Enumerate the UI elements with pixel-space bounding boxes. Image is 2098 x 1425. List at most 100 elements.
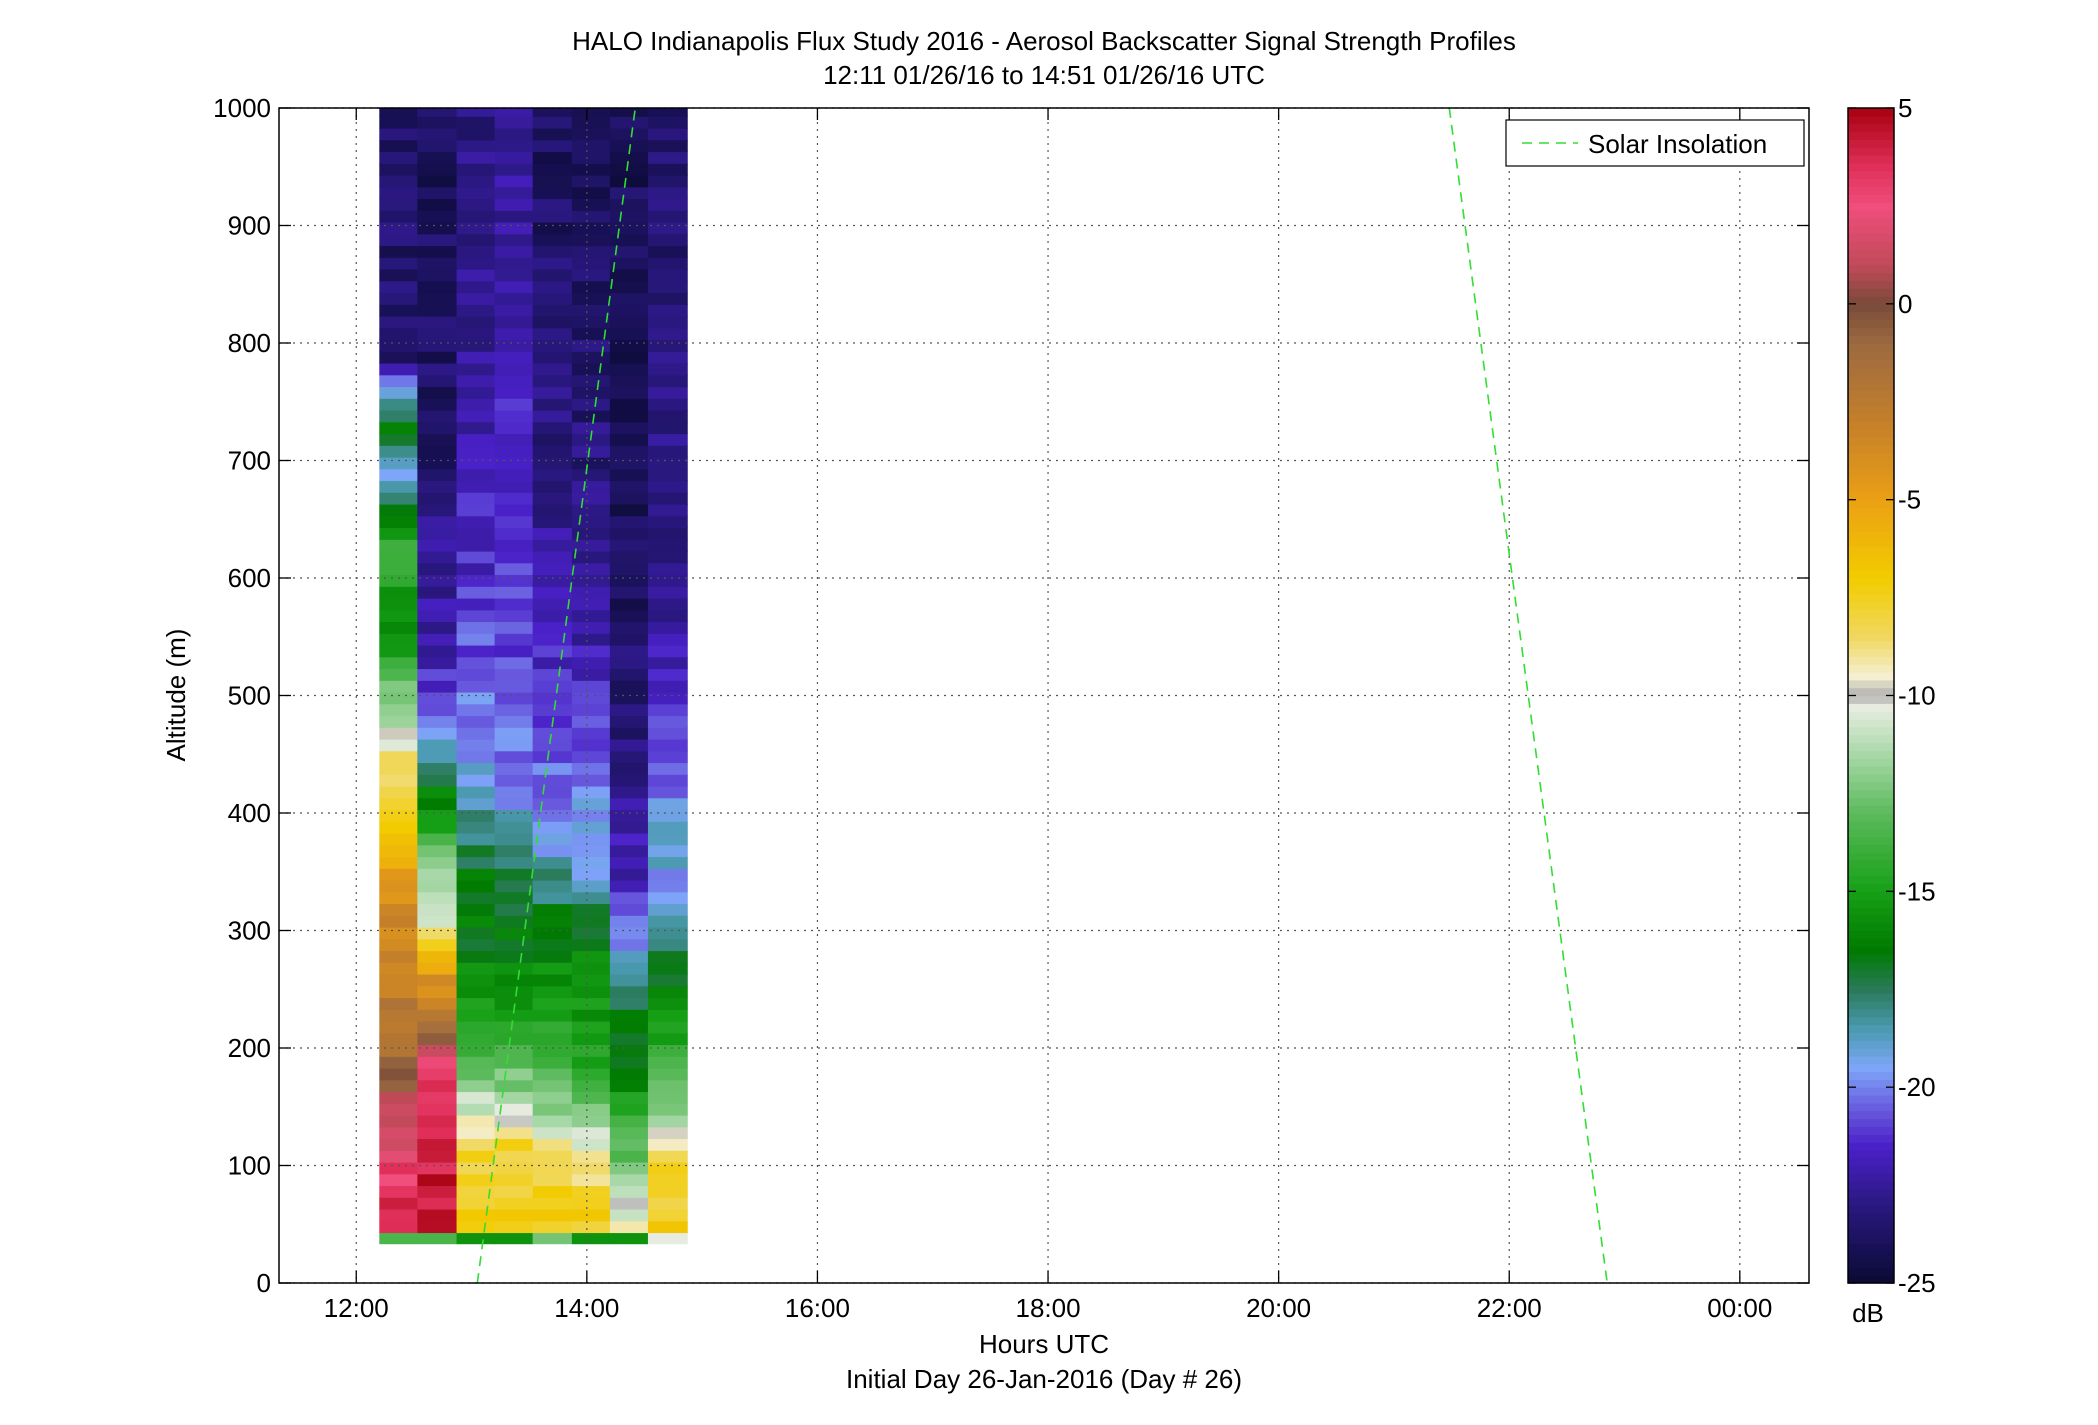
heatmap-cell xyxy=(609,480,649,493)
heatmap-cell xyxy=(609,1161,649,1175)
heatmap-cell xyxy=(532,597,573,611)
heatmap-cell xyxy=(609,985,649,999)
heatmap-cell xyxy=(494,997,534,1010)
heatmap-cell xyxy=(571,668,611,681)
heatmap-cell xyxy=(571,1220,611,1234)
heatmap-cell xyxy=(647,868,688,881)
colorbar-swatch xyxy=(1848,656,1894,665)
y-tick-label: 1000 xyxy=(213,93,271,123)
colorbar-swatch xyxy=(1848,1149,1894,1159)
heatmap-cell xyxy=(571,715,611,728)
heatmap-cell xyxy=(647,1208,688,1222)
heatmap-cell xyxy=(494,421,534,435)
x-tick-label: 16:00 xyxy=(785,1293,850,1323)
heatmap-cell xyxy=(571,1126,611,1140)
heatmap-cell xyxy=(379,1020,418,1034)
heatmap-cell xyxy=(494,809,534,822)
heatmap-cell xyxy=(379,785,418,799)
heatmap-cell xyxy=(494,292,534,305)
heatmap-cell xyxy=(532,409,573,423)
heatmap-cell xyxy=(571,832,611,846)
colorbar-swatch xyxy=(1848,405,1894,415)
heatmap-cell xyxy=(494,527,534,540)
heatmap-cell xyxy=(609,950,649,963)
heatmap-cell xyxy=(571,633,611,646)
heatmap-cell xyxy=(647,574,688,587)
heatmap-cell xyxy=(609,797,649,811)
colorbar-swatch xyxy=(1848,358,1894,368)
colorbar-swatch xyxy=(1848,593,1894,603)
heatmap-cell xyxy=(571,257,611,270)
heatmap-cell xyxy=(494,268,534,282)
heatmap-cell xyxy=(494,1091,534,1104)
heatmap-cell xyxy=(609,1185,649,1198)
heatmap-cell xyxy=(571,245,611,258)
heatmap-cell xyxy=(417,633,458,646)
colorbar-swatch xyxy=(1848,930,1894,939)
heatmap-cell xyxy=(532,1138,573,1151)
heatmap-cell xyxy=(532,127,573,141)
heatmap-cell xyxy=(417,597,458,611)
heatmap-cell xyxy=(417,1020,458,1034)
heatmap-cell xyxy=(494,750,534,764)
heatmap-cell xyxy=(379,127,418,141)
heatmap-cell xyxy=(609,785,649,799)
heatmap-cell xyxy=(379,351,418,364)
colorbar-swatch xyxy=(1848,640,1894,650)
heatmap-cell xyxy=(456,868,496,881)
colorbar-tick-label: -15 xyxy=(1898,876,1936,906)
heatmap-cell xyxy=(417,1009,458,1022)
heatmap-cell xyxy=(456,809,496,822)
heatmap-cell xyxy=(456,832,496,846)
heatmap-cell xyxy=(456,633,496,646)
colorbar-swatch xyxy=(1848,1016,1894,1026)
heatmap-cell xyxy=(609,586,649,599)
heatmap-cell xyxy=(379,108,418,117)
heatmap-cell xyxy=(647,785,688,799)
heatmap-cell xyxy=(532,503,573,517)
heatmap-cell xyxy=(647,1009,688,1022)
colorbar-swatch xyxy=(1848,186,1894,195)
heatmap-cell xyxy=(379,1161,418,1175)
heatmap-cell xyxy=(456,797,496,811)
y-tick-label: 600 xyxy=(228,563,271,593)
heatmap-cell xyxy=(532,480,573,493)
heatmap-cell xyxy=(609,1114,649,1128)
heatmap-cell xyxy=(494,233,534,247)
heatmap-cell xyxy=(494,1220,534,1234)
heatmap-cell xyxy=(494,304,534,317)
heatmap-cell xyxy=(456,1185,496,1198)
heatmap-cell xyxy=(494,1150,534,1163)
colorbar-swatch xyxy=(1848,687,1894,697)
heatmap-cell xyxy=(379,821,418,834)
colorbar-tick-label: -5 xyxy=(1898,485,1921,515)
heatmap-cell xyxy=(379,950,418,963)
colorbar-swatch xyxy=(1848,217,1894,227)
heatmap-cell xyxy=(647,844,688,858)
heatmap-cell xyxy=(379,245,418,258)
heatmap-cell xyxy=(647,186,688,200)
colorbar-swatch xyxy=(1848,1157,1894,1167)
heatmap-cell xyxy=(417,680,458,693)
heatmap-cell xyxy=(647,821,688,834)
heatmap-cell xyxy=(456,1220,496,1234)
colorbar-swatch xyxy=(1848,750,1894,759)
heatmap-cell xyxy=(417,938,458,952)
heatmap-cell xyxy=(456,1032,496,1046)
heatmap-cell xyxy=(456,315,496,329)
heatmap-cell xyxy=(647,633,688,646)
heatmap-cell xyxy=(609,315,649,329)
heatmap-cell xyxy=(456,962,496,975)
colorbar-swatch xyxy=(1848,155,1894,164)
colorbar-swatch xyxy=(1848,758,1894,767)
heatmap-cell xyxy=(647,762,688,775)
heatmap-cell xyxy=(532,362,573,376)
heatmap-cell xyxy=(532,1079,573,1093)
heatmap-cell xyxy=(609,1032,649,1046)
heatmap-cell xyxy=(609,680,649,693)
heatmap-cell xyxy=(571,210,611,223)
heatmap-cell xyxy=(494,1114,534,1128)
colorbar-swatch xyxy=(1848,1001,1894,1010)
heatmap-cell xyxy=(609,715,649,728)
legend: Solar Insolation xyxy=(1505,119,1805,167)
